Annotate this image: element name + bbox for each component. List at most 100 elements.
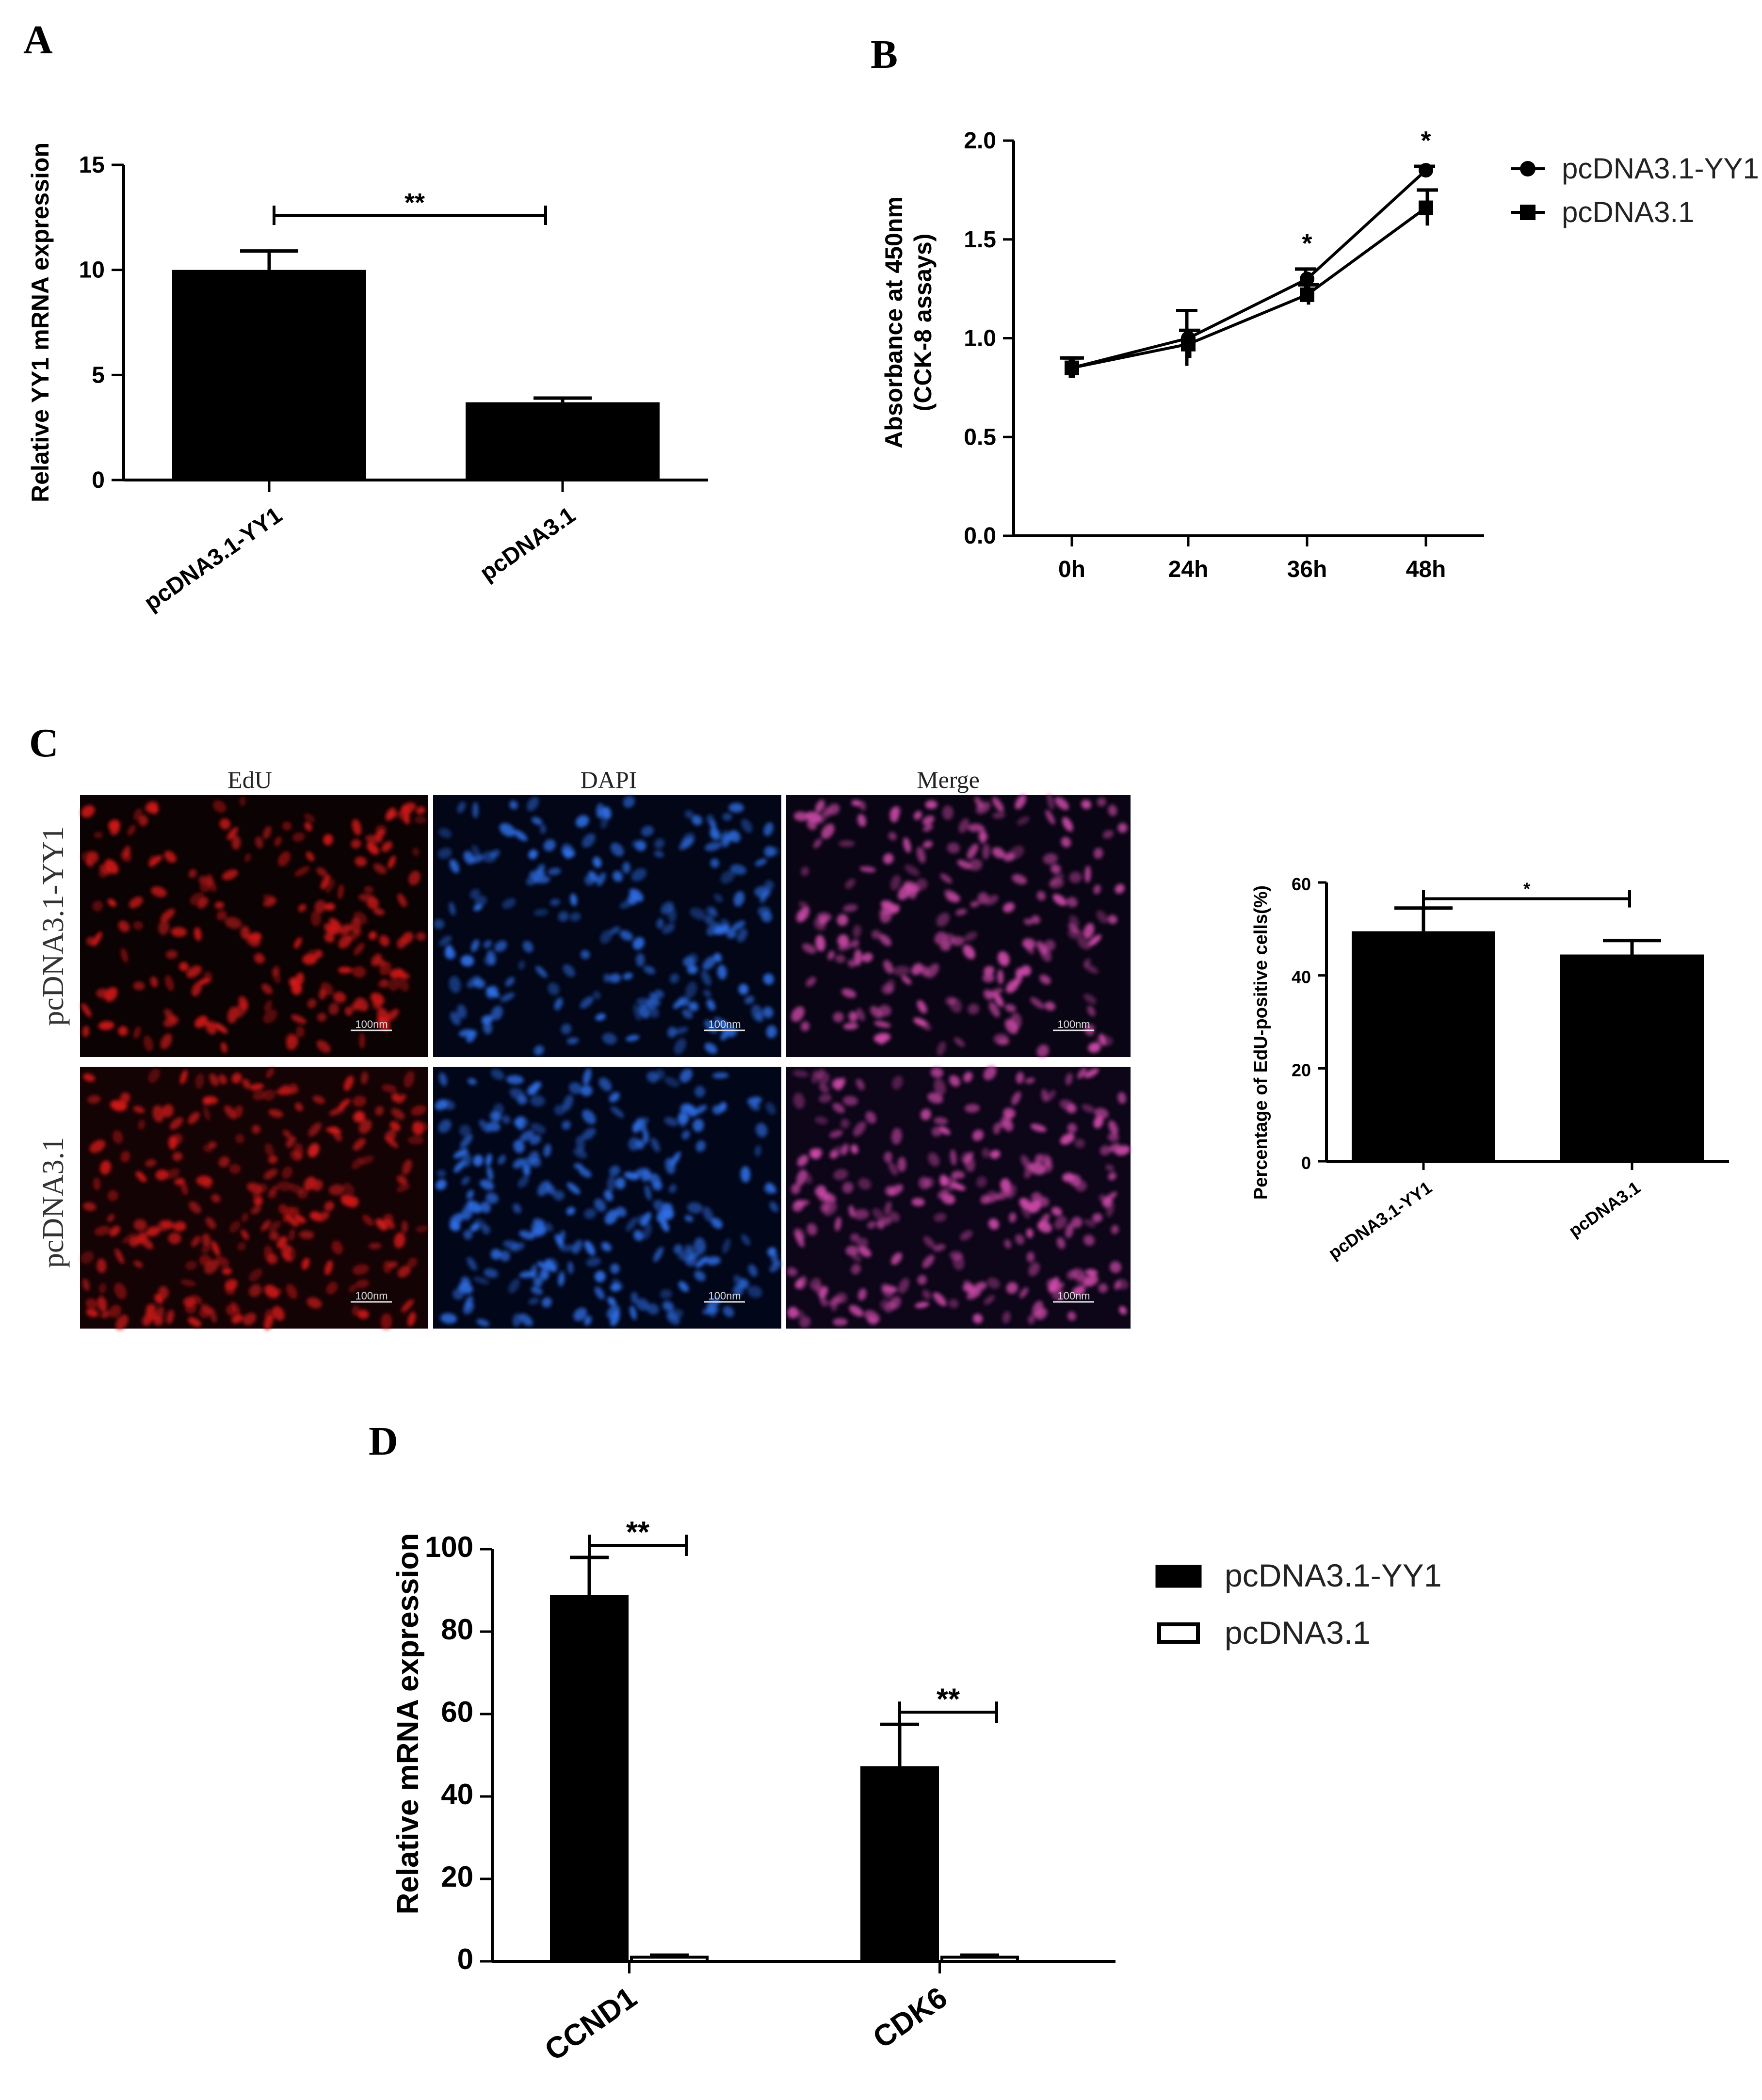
micro-nucleus xyxy=(490,1249,501,1260)
micro-nucleus xyxy=(710,820,717,830)
micro-nucleus xyxy=(355,856,367,867)
micro-nucleus xyxy=(876,1220,884,1229)
micro-nucleus xyxy=(821,823,835,839)
chart-d-sig-label-0: ** xyxy=(626,1516,650,1549)
micro-nucleus xyxy=(1067,1311,1076,1321)
micro-nucleus xyxy=(291,985,301,995)
micro-nucleus xyxy=(333,992,346,1003)
micro-nucleus xyxy=(533,909,549,916)
micro-nucleus xyxy=(1015,795,1026,810)
micro-nucleus xyxy=(997,969,1004,985)
micro-nucleus xyxy=(458,1282,473,1294)
micro-nucleus xyxy=(638,1117,649,1125)
micro-nucleus xyxy=(558,1271,565,1284)
micro-nucleus xyxy=(211,1194,221,1203)
micro-nucleus xyxy=(138,1119,145,1130)
micro-nucleus xyxy=(684,1215,694,1222)
micro-nucleus xyxy=(809,1278,821,1290)
micro-nucleus xyxy=(893,965,910,976)
micro-nucleus xyxy=(955,909,967,916)
micro-nucleus xyxy=(815,935,825,952)
micro-nucleus xyxy=(121,1233,136,1244)
micro-nucleus xyxy=(118,920,130,932)
micro-nucleus xyxy=(885,979,895,994)
micro-nucleus xyxy=(654,838,665,849)
micro-nucleus xyxy=(662,1301,674,1311)
micro-nucleus xyxy=(793,811,808,821)
micro-nucleus xyxy=(203,1106,210,1121)
micro-nucleus xyxy=(581,950,590,959)
micro-nucleus xyxy=(660,1289,672,1299)
micro-tile-cells-5 xyxy=(787,1066,1131,1328)
micro-nucleus xyxy=(1102,830,1114,839)
micro-nucleus xyxy=(797,1154,808,1167)
micro-nucleus xyxy=(993,992,1004,1007)
micro-nucleus xyxy=(832,1103,845,1113)
micro-nucleus xyxy=(1060,1133,1075,1145)
micro-nucleus xyxy=(922,1254,935,1268)
micro-nucleus xyxy=(312,1179,323,1191)
chart-d-xlabel-0: CCND1 xyxy=(539,1981,643,2068)
micro-nucleus xyxy=(202,1096,218,1105)
micro-nucleus xyxy=(1051,1289,1065,1301)
micro-nucleus xyxy=(326,1127,341,1134)
micro-nucleus xyxy=(247,1182,263,1194)
micro-nucleus xyxy=(241,1213,249,1222)
micro-nucleus xyxy=(522,941,533,953)
micro-nucleus xyxy=(389,1121,401,1131)
micro-nucleus xyxy=(707,1302,716,1318)
micro-nucleus xyxy=(842,1182,854,1194)
micro-nucleus xyxy=(748,1264,758,1277)
micro-nucleus xyxy=(129,896,143,909)
micro-nucleus xyxy=(920,1108,931,1121)
micro-nucleus xyxy=(328,1184,345,1196)
micro-nucleus xyxy=(933,1292,947,1306)
micro-nucleus xyxy=(976,1176,987,1187)
micro-nucleus xyxy=(509,1088,525,1100)
micro-nucleus xyxy=(706,1256,721,1266)
micro-nucleus xyxy=(669,973,679,984)
micro-nucleus xyxy=(214,1023,228,1034)
micro-nucleus xyxy=(1026,1228,1034,1238)
micro-nucleus xyxy=(266,1068,275,1078)
micro-nucleus xyxy=(133,981,145,991)
micro-nucleus xyxy=(1098,1283,1108,1293)
micro-nucleus xyxy=(201,1246,210,1253)
micro-nucleus xyxy=(321,875,331,890)
micro-nucleus xyxy=(610,926,620,934)
micro-nucleus xyxy=(304,821,312,832)
micro-nucleus xyxy=(934,1213,947,1222)
micro-nucleus xyxy=(695,1256,709,1268)
micro-nucleus xyxy=(519,1314,533,1326)
legend-label-control: pcDNA3.1 xyxy=(1562,196,1694,228)
micro-nucleus xyxy=(914,811,922,820)
micro-nucleus xyxy=(865,1111,876,1124)
micro-nucleus xyxy=(968,823,984,832)
micro-nucleus xyxy=(857,814,866,827)
chart-d-sig-label-1: ** xyxy=(937,1683,960,1716)
micro-nucleus xyxy=(988,1002,1000,1018)
micro-nucleus xyxy=(379,962,391,976)
col-head-merge: Merge xyxy=(917,766,980,793)
micro-nucleus xyxy=(289,1229,295,1241)
micro-nucleus xyxy=(664,1117,678,1126)
micro-nucleus xyxy=(1005,1004,1016,1012)
micro-nucleus xyxy=(1081,800,1091,809)
micro-nucleus xyxy=(1002,1311,1011,1324)
micro-nucleus xyxy=(98,1283,107,1294)
micro-nucleus xyxy=(500,1250,510,1262)
micro-nucleus xyxy=(561,1023,572,1035)
micro-tile-cells-4 xyxy=(435,1068,782,1327)
micro-nucleus xyxy=(397,1266,411,1278)
micro-nucleus xyxy=(226,1304,237,1316)
chart-b-series-line-1 xyxy=(1071,207,1427,369)
legend-d-label-yy1: pcDNA3.1-YY1 xyxy=(1225,1557,1442,1593)
micro-nucleus xyxy=(1006,979,1019,993)
micro-nucleus xyxy=(486,987,500,998)
micro-nucleus xyxy=(741,1234,751,1246)
micro-nucleus xyxy=(1035,1154,1044,1164)
micro-nucleus xyxy=(939,1174,947,1186)
micro-nucleus xyxy=(476,1318,490,1327)
micro-nucleus xyxy=(763,1007,774,1018)
micro-nucleus xyxy=(724,831,737,843)
